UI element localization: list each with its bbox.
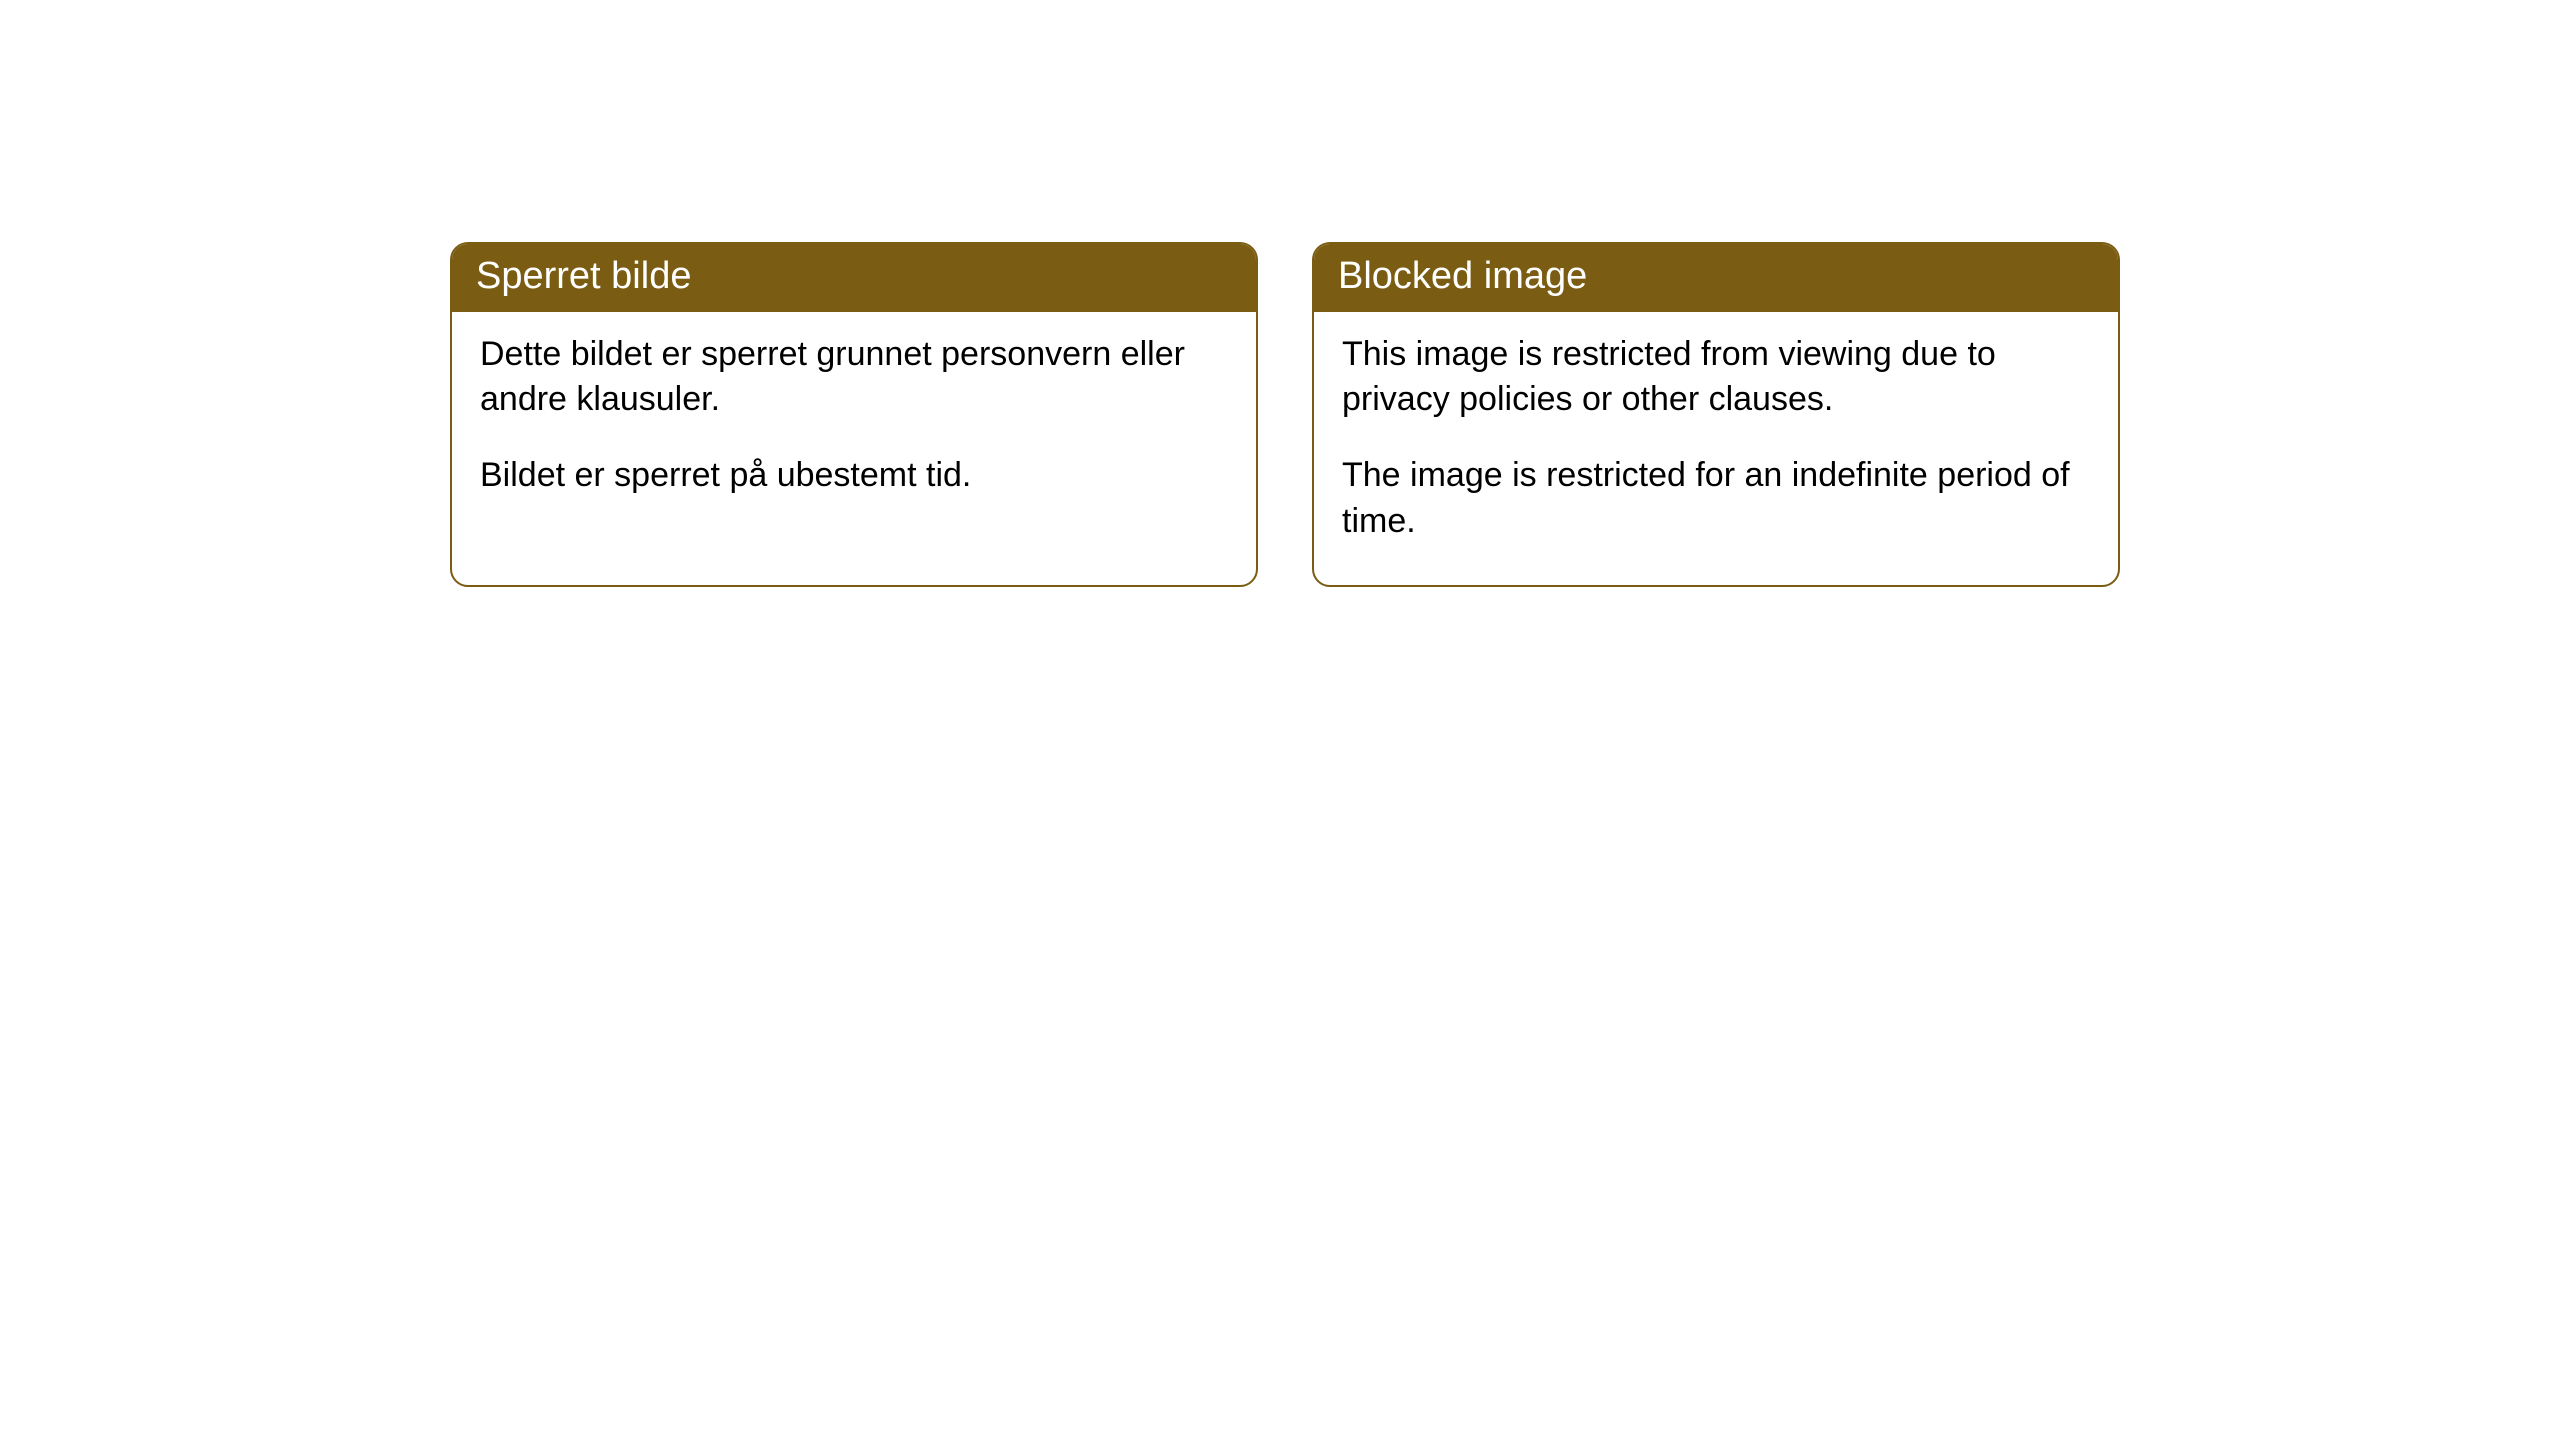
card-header: Sperret bilde bbox=[452, 244, 1256, 312]
notice-paragraph-1: This image is restricted from viewing du… bbox=[1342, 332, 2090, 424]
blocked-image-card-english: Blocked image This image is restricted f… bbox=[1312, 242, 2120, 587]
blocked-image-card-norwegian: Sperret bilde Dette bildet er sperret gr… bbox=[450, 242, 1258, 587]
notice-cards-container: Sperret bilde Dette bildet er sperret gr… bbox=[0, 0, 2560, 587]
card-body: Dette bildet er sperret grunnet personve… bbox=[452, 312, 1256, 540]
notice-paragraph-2: Bildet er sperret på ubestemt tid. bbox=[480, 453, 1228, 499]
card-body: This image is restricted from viewing du… bbox=[1314, 312, 2118, 586]
notice-paragraph-1: Dette bildet er sperret grunnet personve… bbox=[480, 332, 1228, 424]
card-header: Blocked image bbox=[1314, 244, 2118, 312]
notice-paragraph-2: The image is restricted for an indefinit… bbox=[1342, 453, 2090, 545]
